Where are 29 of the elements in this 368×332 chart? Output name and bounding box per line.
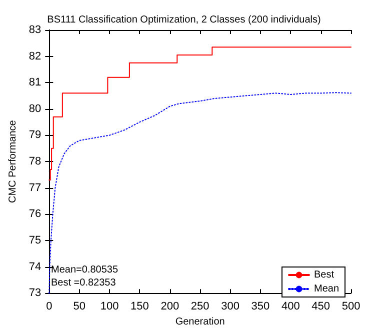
y-tick-label: 74 — [28, 260, 42, 273]
x-tick-label: 350 — [251, 300, 270, 313]
x-tick-label: 100 — [100, 300, 119, 313]
y-tick-label: 79 — [28, 129, 42, 142]
x-tick-label: 400 — [281, 300, 300, 313]
legend-label: Mean — [314, 284, 339, 294]
annotation: Best =0.82353 — [51, 278, 116, 288]
chart-title: BS111 Classification Optimization, 2 Classes (200 individuals) — [47, 14, 321, 26]
y-tick-label: 80 — [28, 102, 42, 115]
y-tick-label: 78 — [28, 156, 42, 168]
legend-label: Best — [314, 270, 334, 280]
x-tick-label: 300 — [221, 300, 240, 313]
y-tick-label: 81 — [28, 76, 42, 89]
y-tick-label: 82 — [28, 50, 42, 62]
x-axis-title: Generation — [175, 316, 225, 328]
y-axis-title: CMC Performance — [8, 120, 18, 203]
x-tick-label: 50 — [73, 300, 86, 313]
x-tick-label: 150 — [130, 300, 149, 313]
x-tick-label: 200 — [160, 300, 180, 313]
y-tick-label: 76 — [28, 208, 42, 220]
y-tick-label: 77 — [28, 182, 42, 194]
x-tick-label: 250 — [190, 300, 210, 313]
y-tick-label: 73 — [28, 287, 42, 300]
y-tick-label: 75 — [28, 234, 42, 246]
x-tick-label: 500 — [342, 300, 360, 313]
x-tick-label: 0 — [46, 300, 52, 313]
x-tick-label: 450 — [312, 300, 330, 313]
y-tick-label: 83 — [28, 24, 42, 36]
annotation: Mean=0.80535 — [51, 264, 118, 276]
